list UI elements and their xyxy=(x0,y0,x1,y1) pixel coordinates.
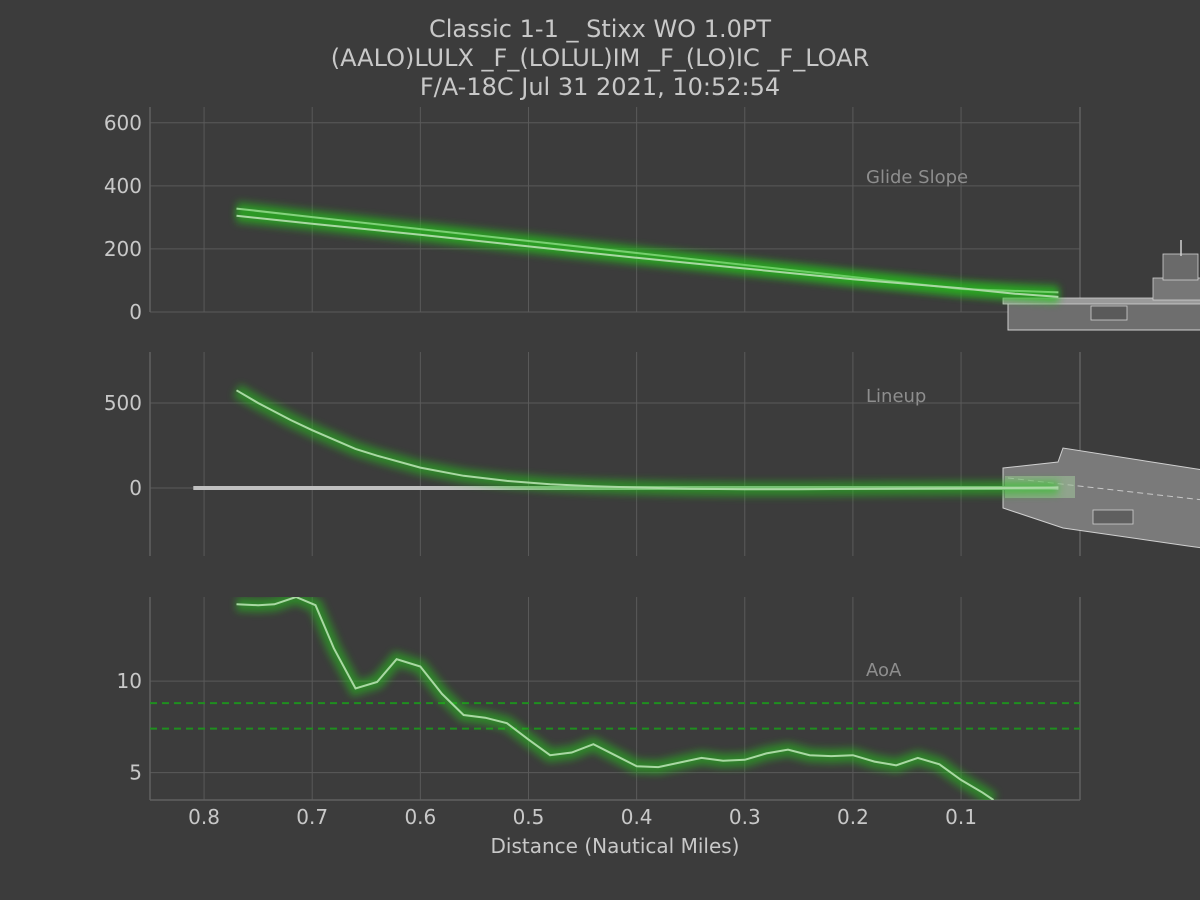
trace-line xyxy=(235,389,1059,491)
x-tick-label: 0.7 xyxy=(296,805,328,829)
carrier-top-view xyxy=(1002,447,1200,549)
y-tick-label: 0 xyxy=(129,476,142,500)
trace-glow xyxy=(232,384,1059,497)
x-tick-label: 0.3 xyxy=(729,805,761,829)
x-tick-label: 0.1 xyxy=(945,805,977,829)
x-tick-label: 0.5 xyxy=(513,805,545,829)
panel-label: AoA xyxy=(866,660,902,681)
y-tick-label: 400 xyxy=(104,174,142,198)
trace-line xyxy=(236,597,995,800)
x-axis-label: Distance (Nautical Miles) xyxy=(491,834,740,858)
y-tick-label: 500 xyxy=(104,391,142,415)
trace-line xyxy=(236,214,1059,298)
chart-title-line-2: (AALO)LULX _F_(LOLUL)IM _F_(LO)IC _F_LOA… xyxy=(330,44,870,72)
chart-title-line-3: F/A-18C Jul 31 2021, 10:52:54 xyxy=(419,73,781,101)
y-tick-label: 600 xyxy=(104,111,142,135)
y-tick-label: 5 xyxy=(129,761,142,785)
x-tick-label: 0.4 xyxy=(621,805,653,829)
carrier-side-view xyxy=(1002,240,1200,331)
x-tick-label: 0.6 xyxy=(404,805,436,829)
x-tick-label: 0.8 xyxy=(188,805,220,829)
y-tick-label: 10 xyxy=(117,669,142,693)
chart-title-line-1: Classic 1-1 _ Stixx WO 1.0PT xyxy=(429,15,771,43)
panel-label: Glide Slope xyxy=(866,167,968,188)
y-tick-label: 200 xyxy=(104,237,142,261)
panel-label: Lineup xyxy=(866,386,926,407)
trace-glow xyxy=(236,597,998,800)
y-tick-label: 0 xyxy=(129,300,142,324)
x-tick-label: 0.2 xyxy=(837,805,869,829)
